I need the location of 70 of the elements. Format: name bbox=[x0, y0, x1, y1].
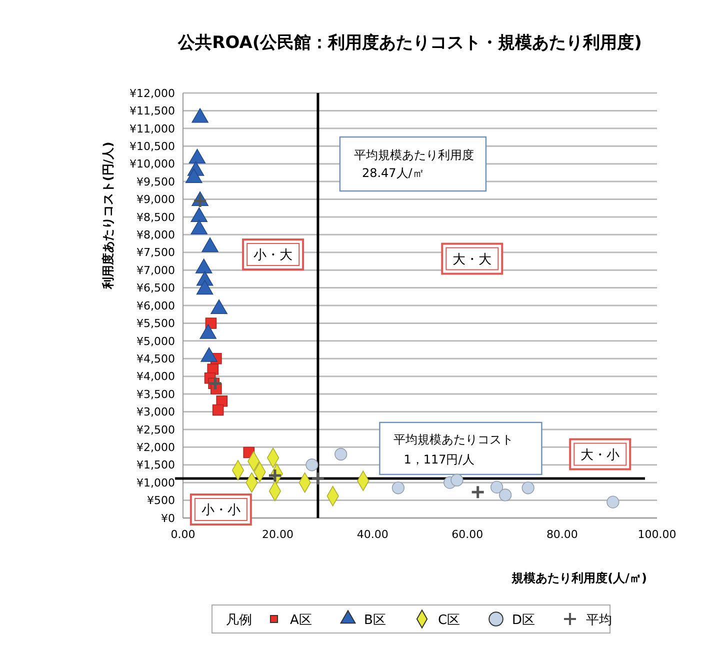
point bbox=[196, 280, 214, 295]
y-tick-label: ¥500 bbox=[147, 494, 175, 508]
point bbox=[190, 207, 208, 222]
annotation: 大・大 bbox=[452, 252, 492, 268]
point bbox=[522, 482, 534, 494]
y-tick-label: ¥8,000 bbox=[136, 228, 175, 242]
y-tick-label: ¥1,500 bbox=[136, 458, 175, 472]
legend-title: 凡例 bbox=[226, 613, 252, 628]
point bbox=[210, 299, 228, 314]
point bbox=[188, 148, 206, 164]
legend-label: B区 bbox=[364, 613, 386, 628]
point bbox=[606, 496, 620, 508]
y-tick-label: ¥7,000 bbox=[136, 264, 175, 277]
x-axis-title: 規模あたり利用度(人/㎡) bbox=[510, 571, 647, 585]
point bbox=[186, 168, 202, 183]
point bbox=[310, 471, 326, 486]
point bbox=[450, 474, 464, 486]
point bbox=[202, 237, 218, 252]
y-tick-label: ¥5,500 bbox=[136, 317, 175, 330]
y-tick-label: ¥2,000 bbox=[136, 441, 175, 454]
annotation: 大・小 bbox=[580, 448, 620, 463]
annotation: 小・小 bbox=[201, 503, 240, 518]
y-tick-label: ¥6,000 bbox=[136, 299, 175, 312]
point bbox=[200, 324, 216, 339]
point bbox=[334, 448, 348, 461]
y-tick-label: ¥9,000 bbox=[136, 193, 175, 206]
y-tick-label: ¥11,500 bbox=[130, 104, 175, 118]
legend-label: A区 bbox=[290, 613, 312, 628]
y-tick-label: ¥0 bbox=[161, 512, 175, 525]
x-tick-label: 100.00 bbox=[638, 528, 676, 541]
y-tick-label: ¥10,000 bbox=[130, 158, 175, 171]
y-tick-label: ¥9,500 bbox=[136, 175, 175, 188]
point bbox=[392, 482, 405, 494]
point bbox=[195, 258, 212, 274]
point bbox=[470, 484, 486, 500]
x-tick-label: 20.00 bbox=[262, 528, 294, 541]
y-tick-label: ¥3,000 bbox=[136, 406, 175, 419]
y-tick-label: ¥7,500 bbox=[136, 246, 175, 260]
x-tick-label: 60.00 bbox=[452, 528, 484, 541]
y-tick-label: ¥12,000 bbox=[130, 86, 175, 100]
y-tick-label: ¥11,000 bbox=[130, 122, 175, 136]
x-tick-label: 40.00 bbox=[356, 528, 388, 541]
y-tick-label: ¥6,500 bbox=[136, 282, 175, 295]
point bbox=[192, 108, 208, 123]
legend-label: 平均 bbox=[586, 613, 612, 628]
y-tick-label: ¥10,500 bbox=[130, 140, 175, 153]
legend-label: C区 bbox=[438, 613, 460, 628]
point bbox=[190, 220, 208, 234]
y-tick-label: ¥2,500 bbox=[136, 423, 175, 436]
y-tick-label: ¥4,000 bbox=[136, 370, 175, 384]
point bbox=[306, 458, 318, 472]
y-tick-label: ¥5,000 bbox=[136, 334, 175, 348]
ref-line-label: 平均規模あたりコスト 1，117円/人 bbox=[394, 432, 514, 466]
chart-title: 公共ROA(公民館：利用度あたりコスト・規模あたり利用度) bbox=[177, 33, 642, 53]
point bbox=[212, 404, 224, 416]
y-tick-label: ¥8,500 bbox=[136, 210, 175, 224]
x-tick-label: 80.00 bbox=[546, 528, 578, 541]
y-axis-title: 利用度あたりコスト(円/人) bbox=[101, 142, 115, 290]
y-tick-label: ¥3,500 bbox=[136, 388, 175, 401]
y-tick-label: ¥1,000 bbox=[136, 476, 175, 490]
point bbox=[490, 480, 504, 494]
legend-label: D区 bbox=[512, 613, 536, 628]
annotation: 小・大 bbox=[254, 248, 293, 264]
point bbox=[200, 347, 218, 362]
x-tick-label: 0.00 bbox=[170, 528, 196, 541]
point bbox=[208, 376, 222, 391]
ref-line-label: 平均規模あたり利用度 28.47人/㎡ bbox=[354, 148, 474, 180]
point bbox=[268, 468, 282, 483]
y-tick-label: ¥4,500 bbox=[136, 352, 175, 366]
point bbox=[499, 488, 512, 502]
